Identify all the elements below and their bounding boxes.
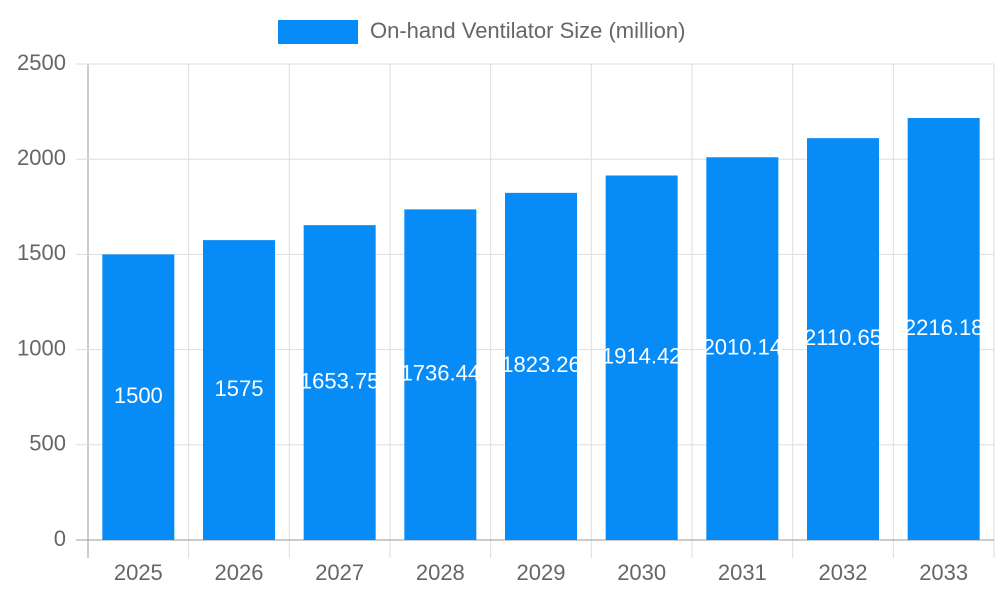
y-tick-label: 0	[54, 526, 66, 551]
x-tick-label: 2025	[114, 560, 163, 585]
value-label: 2010.14	[703, 334, 783, 359]
x-tick-label: 2026	[215, 560, 264, 585]
bar	[102, 254, 175, 540]
bar	[605, 175, 678, 540]
bar	[505, 192, 577, 540]
value-label: 1653.75	[300, 368, 380, 393]
y-tick-label: 1000	[17, 335, 66, 360]
y-tick-label: 2000	[17, 145, 66, 170]
x-tick-label: 2029	[517, 560, 566, 585]
value-label: 2110.65	[804, 325, 882, 350]
bar	[303, 225, 376, 540]
value-label: 1914.42	[602, 344, 682, 369]
x-tick-label: 2028	[416, 560, 465, 585]
value-label: 1575	[215, 376, 264, 401]
y-tick-label: 500	[29, 431, 66, 456]
bar	[203, 240, 275, 540]
value-label: 1736.44	[401, 361, 481, 386]
y-tick-label: 2500	[17, 50, 66, 75]
x-tick-label: 2031	[718, 560, 767, 585]
bar	[404, 209, 477, 540]
x-tick-label: 2033	[919, 560, 968, 585]
x-tick-label: 2030	[617, 560, 666, 585]
legend-swatch	[278, 20, 358, 44]
bar	[907, 118, 980, 540]
x-tick-label: 2032	[819, 560, 868, 585]
value-label: 1500	[114, 383, 163, 408]
bar	[706, 157, 779, 540]
value-label: 2216.18	[904, 315, 984, 340]
x-tick-label: 2027	[315, 560, 364, 585]
value-label: 1823.26	[501, 352, 581, 377]
bar	[807, 138, 879, 540]
legend-label: On-hand Ventilator Size (million)	[370, 18, 685, 43]
y-tick-label: 1500	[17, 240, 66, 265]
